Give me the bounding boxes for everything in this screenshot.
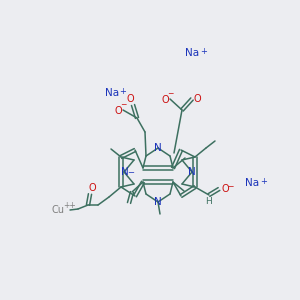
Text: −: − bbox=[128, 169, 134, 178]
Text: N: N bbox=[188, 167, 196, 177]
Text: +: + bbox=[201, 46, 207, 56]
Text: O: O bbox=[193, 94, 201, 104]
Text: O: O bbox=[161, 95, 169, 105]
Text: Na: Na bbox=[185, 48, 199, 58]
Text: −: − bbox=[167, 89, 173, 98]
Text: ++: ++ bbox=[64, 202, 76, 211]
Text: N: N bbox=[121, 167, 129, 177]
Text: O: O bbox=[221, 184, 229, 194]
Text: H: H bbox=[206, 197, 212, 206]
Text: −: − bbox=[227, 182, 233, 191]
Text: −: − bbox=[120, 100, 126, 109]
Text: +: + bbox=[120, 86, 126, 95]
Text: O: O bbox=[126, 94, 134, 104]
Text: Na: Na bbox=[245, 178, 259, 188]
Text: Na: Na bbox=[105, 88, 119, 98]
Text: +: + bbox=[261, 176, 267, 185]
Text: N: N bbox=[154, 197, 162, 207]
Text: Cu: Cu bbox=[52, 205, 64, 215]
Text: N: N bbox=[154, 143, 162, 153]
Text: O: O bbox=[88, 183, 96, 193]
Text: O: O bbox=[114, 106, 122, 116]
